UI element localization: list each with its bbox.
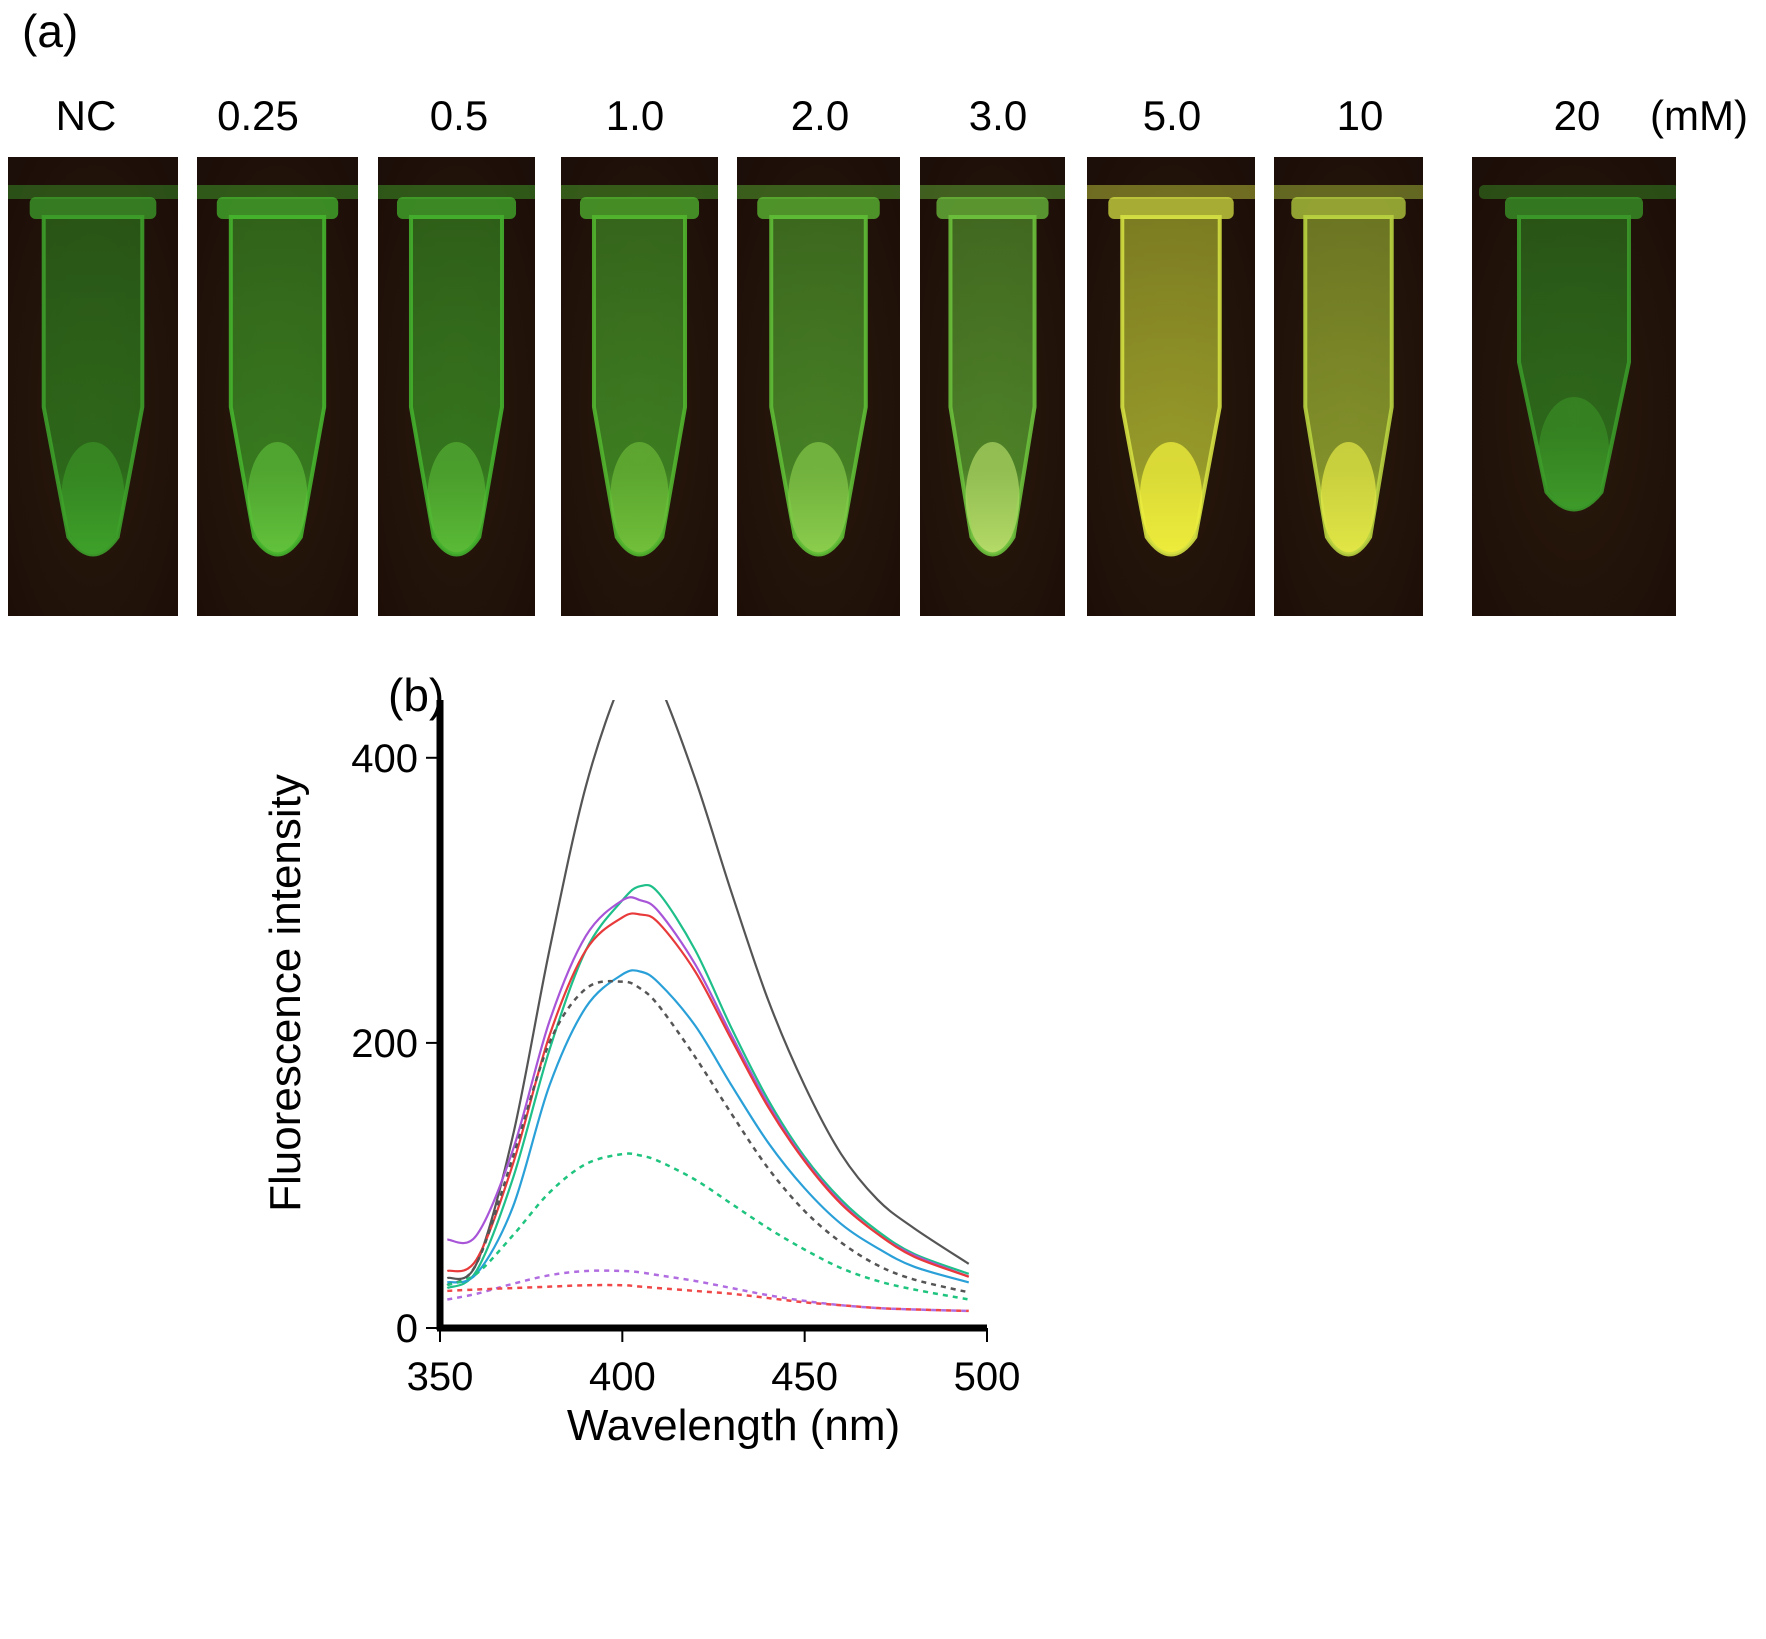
tube-photo-10 [1274,157,1423,616]
tube-photo-20 [1472,157,1676,616]
tube-cap [1505,197,1643,219]
tube-photo-svg [378,157,535,616]
tube-lid [1087,185,1255,199]
conc-label-1-0: 1.0 [605,92,665,139]
tube-photo-2-0 [737,157,900,616]
tube-cap [1291,197,1406,219]
tube-lid [920,185,1065,199]
tube-fluorescence-glow [1320,442,1377,552]
tube-fluorescence-glow [61,442,125,552]
tube-lid [197,185,358,199]
conc-label-10: 10 [1336,92,1384,139]
x-tick-label: 500 [954,1355,1021,1399]
series-line-black-dotted [446,979,970,1294]
tube-cap [936,197,1049,219]
conc-label-20: 20 [1553,92,1601,139]
tube-lid [378,185,535,199]
series-line-green-solid [446,883,970,1290]
y-tick-label: 0 [396,1307,418,1351]
series-line-blue-solid [446,969,970,1284]
tube-fluorescence-glow [965,442,1020,552]
tube-lid [737,185,900,199]
series-line-purple-dotted [447,1269,969,1313]
tube-lid [1479,185,1676,199]
conc-label-3-0: 3.0 [968,92,1028,139]
tube-photo-0-25 [197,157,358,616]
tube-lid [561,185,718,199]
tube-photo-svg [8,157,178,616]
y-tick-label: 400 [351,737,418,781]
tube-photo-0-5 [378,157,535,616]
tube-cap [29,197,157,219]
tube-photo-svg [1274,157,1423,616]
series-line-red-dotted [447,1283,969,1313]
tube-cap [757,197,880,219]
y-axis-title: Fluorescence intensity [261,774,310,1212]
tube-cap [396,197,517,219]
x-tick-label: 350 [407,1355,474,1399]
tube-fluorescence-glow [788,442,849,552]
panel-b-label: (b) [388,669,445,721]
series-line-black-solid [446,700,970,1281]
tube-photo-3-0 [920,157,1065,616]
tube-cap [1108,197,1234,219]
conc-label-2-0: 2.0 [790,92,850,139]
tube-fluorescence-glow [247,442,308,552]
tube-photo-svg [561,157,718,616]
tube-fluorescence-glow [427,442,486,552]
tube-photo-svg [1472,157,1676,616]
tube-photo-nc [8,157,178,616]
tube-photo-1-0 [561,157,718,616]
panel-a-label: (a) [22,5,79,57]
tube-fluorescence-glow [610,442,669,552]
conc-label-5-0: 5.0 [1142,92,1202,139]
fluorescence-chart: 0 200 400 350 400 450 500 Wavelength (nm) Fluore… [261,700,1021,1450]
tube-photo-svg [1087,157,1255,616]
conc-label-0-5: 0.5 [429,92,489,139]
x-tick-label: 400 [589,1355,656,1399]
unit-label: (mM) [1650,92,1748,139]
x-axis-title: Wavelength (nm) [567,1401,900,1450]
series-line-green-dotted [446,1152,969,1301]
conc-label-0-25: 0.25 [217,92,299,139]
y-tick-label: 200 [351,1022,418,1066]
tube-body [1517,215,1631,512]
x-tick-label: 450 [771,1355,838,1399]
series-line-red-solid [446,912,970,1278]
tube-photo-svg [197,157,358,616]
tube-photo-svg [920,157,1065,616]
tube-photo-svg [737,157,900,616]
tube-fluorescence-glow [1139,442,1203,552]
tube-cap [216,197,339,219]
tube-photo-5-0 [1087,157,1255,616]
tube-cap [579,197,700,219]
tube-lid [8,185,178,199]
tube-lid [1274,185,1423,199]
tube-body [41,215,145,557]
conc-label-nc: NC [55,92,117,139]
tube-fluorescence-glow [1538,397,1610,507]
